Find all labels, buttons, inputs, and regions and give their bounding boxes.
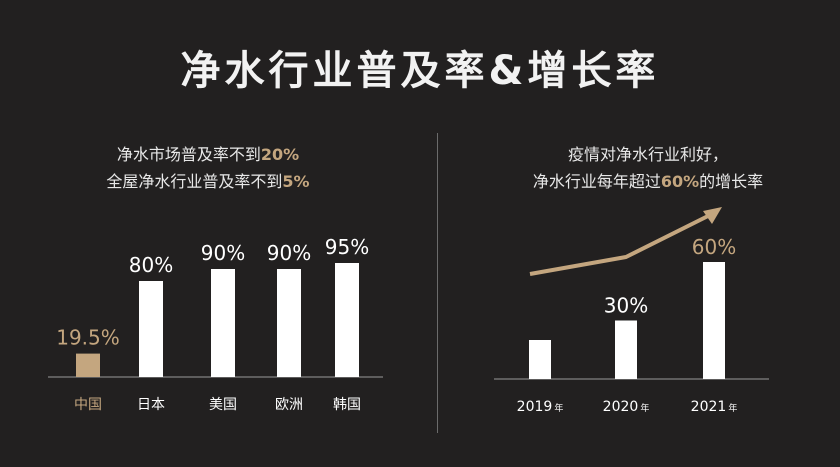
left-caption-line-1: 净水市场普及率不到20% xyxy=(58,141,358,168)
bar-category-label-0: 中国 xyxy=(74,397,102,413)
bar-2 xyxy=(211,269,235,377)
bar-value-label-2: 90% xyxy=(201,241,245,265)
growth-value-label-1: 30% xyxy=(604,294,648,318)
right-caption-line-2-suffix: 的增长率 xyxy=(699,172,764,191)
growth-bar-2 xyxy=(703,262,725,379)
year-suffix: 年 xyxy=(640,402,649,414)
bar-category-label-2: 美国 xyxy=(209,397,237,413)
page-title: 净水行业普及率&增长率 xyxy=(180,48,660,94)
bar-value-label-1: 80% xyxy=(129,253,173,277)
bar-value-label-3: 90% xyxy=(267,241,311,265)
left-panel-caption: 净水市场普及率不到20% 全屋净水行业普及率不到5% xyxy=(58,141,358,195)
left-caption-line-2-text: 全屋净水行业普及率不到 xyxy=(106,172,283,191)
bar-1 xyxy=(139,281,163,377)
bar-category-label-1: 日本 xyxy=(137,397,165,413)
year-suffix: 年 xyxy=(728,402,737,414)
left-caption-line-2-highlight: 5% xyxy=(282,172,310,191)
bar-category-label-4: 韩国 xyxy=(333,397,361,413)
bar-3 xyxy=(277,269,301,377)
bar-0 xyxy=(76,353,100,377)
bar-value-label-0: 19.5% xyxy=(56,326,120,350)
left-caption-line-1-text: 净水市场普及率不到 xyxy=(116,145,261,164)
growth-year-label-0: 2019 年 xyxy=(517,399,564,415)
growth-value-label-2: 60% xyxy=(692,235,736,259)
left-caption-line-2: 全屋净水行业普及率不到5% xyxy=(58,168,358,195)
right-caption-line-2-highlight: 60% xyxy=(660,172,700,191)
trend-arrow-line xyxy=(529,213,711,276)
growth-year-label-1: 2020 年 xyxy=(603,399,650,415)
left-caption-line-1-highlight: 20% xyxy=(260,145,300,164)
right-caption-line-2: 净水行业每年超过60%的增长率 xyxy=(498,168,798,195)
growth-bar-1 xyxy=(615,320,637,379)
growth-bar-0 xyxy=(529,340,551,379)
right-caption-line-1: 疫情对净水行业利好， xyxy=(567,145,728,164)
right-panel-caption: 疫情对净水行业利好， 净水行业每年超过60%的增长率 xyxy=(498,141,798,195)
bar-value-label-4: 95% xyxy=(325,235,369,259)
right-caption-line-2-text: 净水行业每年超过 xyxy=(532,172,661,191)
bar-category-label-3: 欧洲 xyxy=(275,397,303,413)
year-suffix: 年 xyxy=(554,402,563,414)
growth-year-label-2: 2021 年 xyxy=(691,399,738,415)
bar-4 xyxy=(335,263,359,377)
trend-arrow-head xyxy=(703,207,722,224)
panel-divider xyxy=(437,133,438,433)
